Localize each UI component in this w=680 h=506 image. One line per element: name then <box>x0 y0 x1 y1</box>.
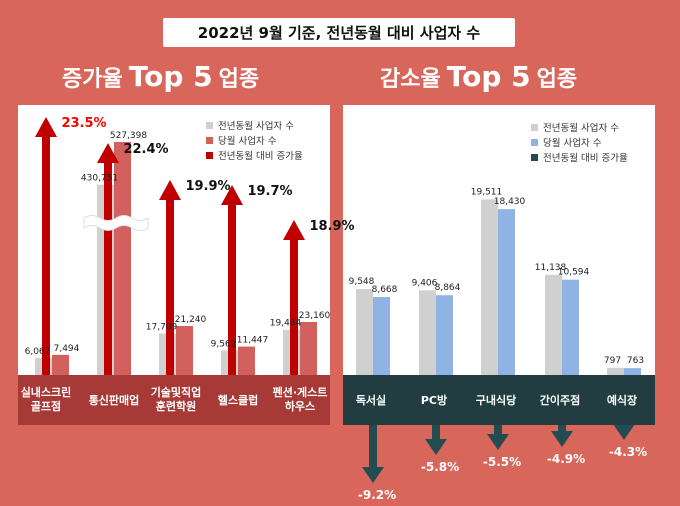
axis-break-mark <box>83 215 149 231</box>
right-heading-suffix: 업종 <box>536 67 578 92</box>
bar-cur-right-3 <box>562 279 579 375</box>
legend-right-swatch-1 <box>531 139 538 146</box>
legend-right-label-0: 전년동월 사업자 수 <box>543 122 619 134</box>
bar-cur-right-1 <box>436 295 453 375</box>
label-cur-left-2: 21,240 <box>175 315 207 325</box>
legend-left-label-1: 당월 사업자 수 <box>218 135 277 147</box>
decrease-arrow-2 <box>487 425 509 450</box>
bar-cur-left-1 <box>114 142 131 375</box>
left-heading-suffix: 업종 <box>218 67 260 92</box>
decrease-arrow-4 <box>613 424 635 440</box>
category-left-1-line-0: 통신판매업 <box>89 393 140 407</box>
pct-right-2: -5.5% <box>483 455 521 469</box>
bar-cur-right-0 <box>373 296 390 375</box>
pct-right-4: -4.3% <box>609 445 647 459</box>
label-prev-left-3: 9,562 <box>211 340 237 350</box>
increase-arrow-1 <box>97 143 119 375</box>
label-cur-right-2: 18,430 <box>494 197 526 207</box>
category-left-4-line-0: 펜션·게스트 <box>273 385 328 399</box>
bar-cur-right-2 <box>498 209 515 375</box>
increase-arrow-3 <box>221 185 243 375</box>
category-right-1: PC방 <box>421 393 447 407</box>
label-cur-left-1: 527,398 <box>110 131 147 141</box>
label-cur-left-3: 11,447 <box>237 336 269 346</box>
increase-arrow-4 <box>283 220 305 375</box>
pct-left-4: 18.9% <box>309 219 354 234</box>
category-band-right <box>343 375 655 425</box>
label-prev-left-4: 19,484 <box>270 319 302 329</box>
decrease-arrow-3 <box>551 425 573 447</box>
legend-right-swatch-0 <box>531 124 538 131</box>
label-prev-right-3: 11,138 <box>535 263 567 273</box>
left-heading-prefix: 증가율 <box>62 67 123 92</box>
label-cur-left-0: 7,494 <box>54 344 80 354</box>
increase-arrow-0 <box>35 117 57 375</box>
bar-prev-right-1 <box>419 290 436 375</box>
increase-arrow-2 <box>159 180 181 375</box>
decrease-arrow-1 <box>425 425 447 455</box>
label-prev-right-0: 9,548 <box>349 277 375 287</box>
legend-right-swatch-2 <box>531 154 538 161</box>
bar-prev-right-0 <box>356 289 373 375</box>
legend-left-swatch-0 <box>206 122 213 129</box>
legend-left-label-0: 전년동월 사업자 수 <box>218 120 294 132</box>
bar-cur-left-0 <box>52 354 69 375</box>
category-left-2-line-1: 훈련학원 <box>156 399 196 413</box>
label-prev-left-2: 17,709 <box>146 322 178 332</box>
bar-prev-right-4 <box>607 367 624 375</box>
legend-left-swatch-2 <box>206 152 213 159</box>
right-heading: 감소율 Top 5 업종 <box>380 60 577 93</box>
bar-cur-left-4 <box>300 322 317 375</box>
left-heading-top: Top 5 <box>128 60 213 93</box>
category-right-2: 구내식당 <box>476 393 516 407</box>
pct-right-3: -4.9% <box>547 452 585 466</box>
chart-title: 2022년 9월 기준, 전년동월 대비 사업자 수 <box>163 18 515 47</box>
legend-left-swatch-1 <box>206 137 213 144</box>
pct-left-2: 19.9% <box>185 179 230 194</box>
category-left-2-line-0: 기술및직업 <box>151 385 202 399</box>
label-prev-right-2: 19,511 <box>471 187 503 197</box>
pct-right-1: -5.8% <box>421 460 459 474</box>
category-left-4-line-1: 하우스 <box>285 399 315 413</box>
bar-cur-right-4 <box>624 368 641 375</box>
bar-prev-right-3 <box>545 274 562 375</box>
label-cur-right-3: 10,594 <box>558 268 590 278</box>
label-cur-left-4: 23,160 <box>299 311 331 321</box>
pct-left-0: 23.5% <box>61 116 106 131</box>
pct-left-3: 19.7% <box>247 184 292 199</box>
category-left-0-line-1: 골프점 <box>31 399 61 413</box>
category-right-4: 예식장 <box>607 393 637 407</box>
category-band-left <box>18 375 330 425</box>
label-prev-right-4: 797 <box>604 356 621 366</box>
label-prev-left-0: 6,067 <box>25 347 51 357</box>
category-right-0: 독서실 <box>356 393 386 407</box>
label-cur-right-1: 8,864 <box>435 283 461 293</box>
bar-cur-left-3 <box>238 346 255 375</box>
pct-right-0: -9.2% <box>358 488 396 502</box>
right-heading-prefix: 감소율 <box>380 67 441 92</box>
right-heading-top: Top 5 <box>446 60 531 93</box>
label-cur-right-0: 8,668 <box>372 285 398 295</box>
left-heading: 증가율 Top 5 업종 <box>62 60 259 93</box>
bar-prev-right-2 <box>481 199 498 375</box>
bar-cur-left-2 <box>176 326 193 375</box>
label-cur-right-4: 763 <box>627 356 644 366</box>
legend-right-label-2: 전년동월 대비 증가율 <box>543 152 628 164</box>
decrease-arrow-0 <box>362 425 384 483</box>
category-left-0-line-0: 실내스크린 <box>21 385 72 399</box>
label-prev-left-1: 430,751 <box>81 174 118 184</box>
legend-right-label-1: 당월 사업자 수 <box>543 137 602 149</box>
label-prev-right-1: 9,406 <box>412 278 438 288</box>
pct-left-1: 22.4% <box>123 142 168 157</box>
category-left-3-line-0: 헬스클럽 <box>218 393 258 407</box>
category-right-3: 간이주점 <box>540 393 580 407</box>
legend-left-label-2: 전년동월 대비 증가율 <box>218 150 303 162</box>
